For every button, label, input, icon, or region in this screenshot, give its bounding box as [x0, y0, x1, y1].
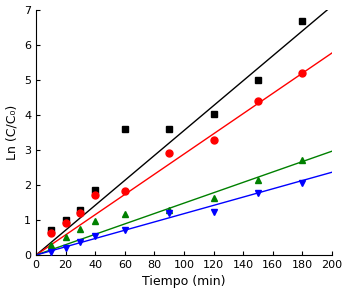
X-axis label: Tiempo (min): Tiempo (min)	[142, 275, 226, 288]
Y-axis label: Ln (C/C₀): Ln (C/C₀)	[6, 105, 18, 160]
